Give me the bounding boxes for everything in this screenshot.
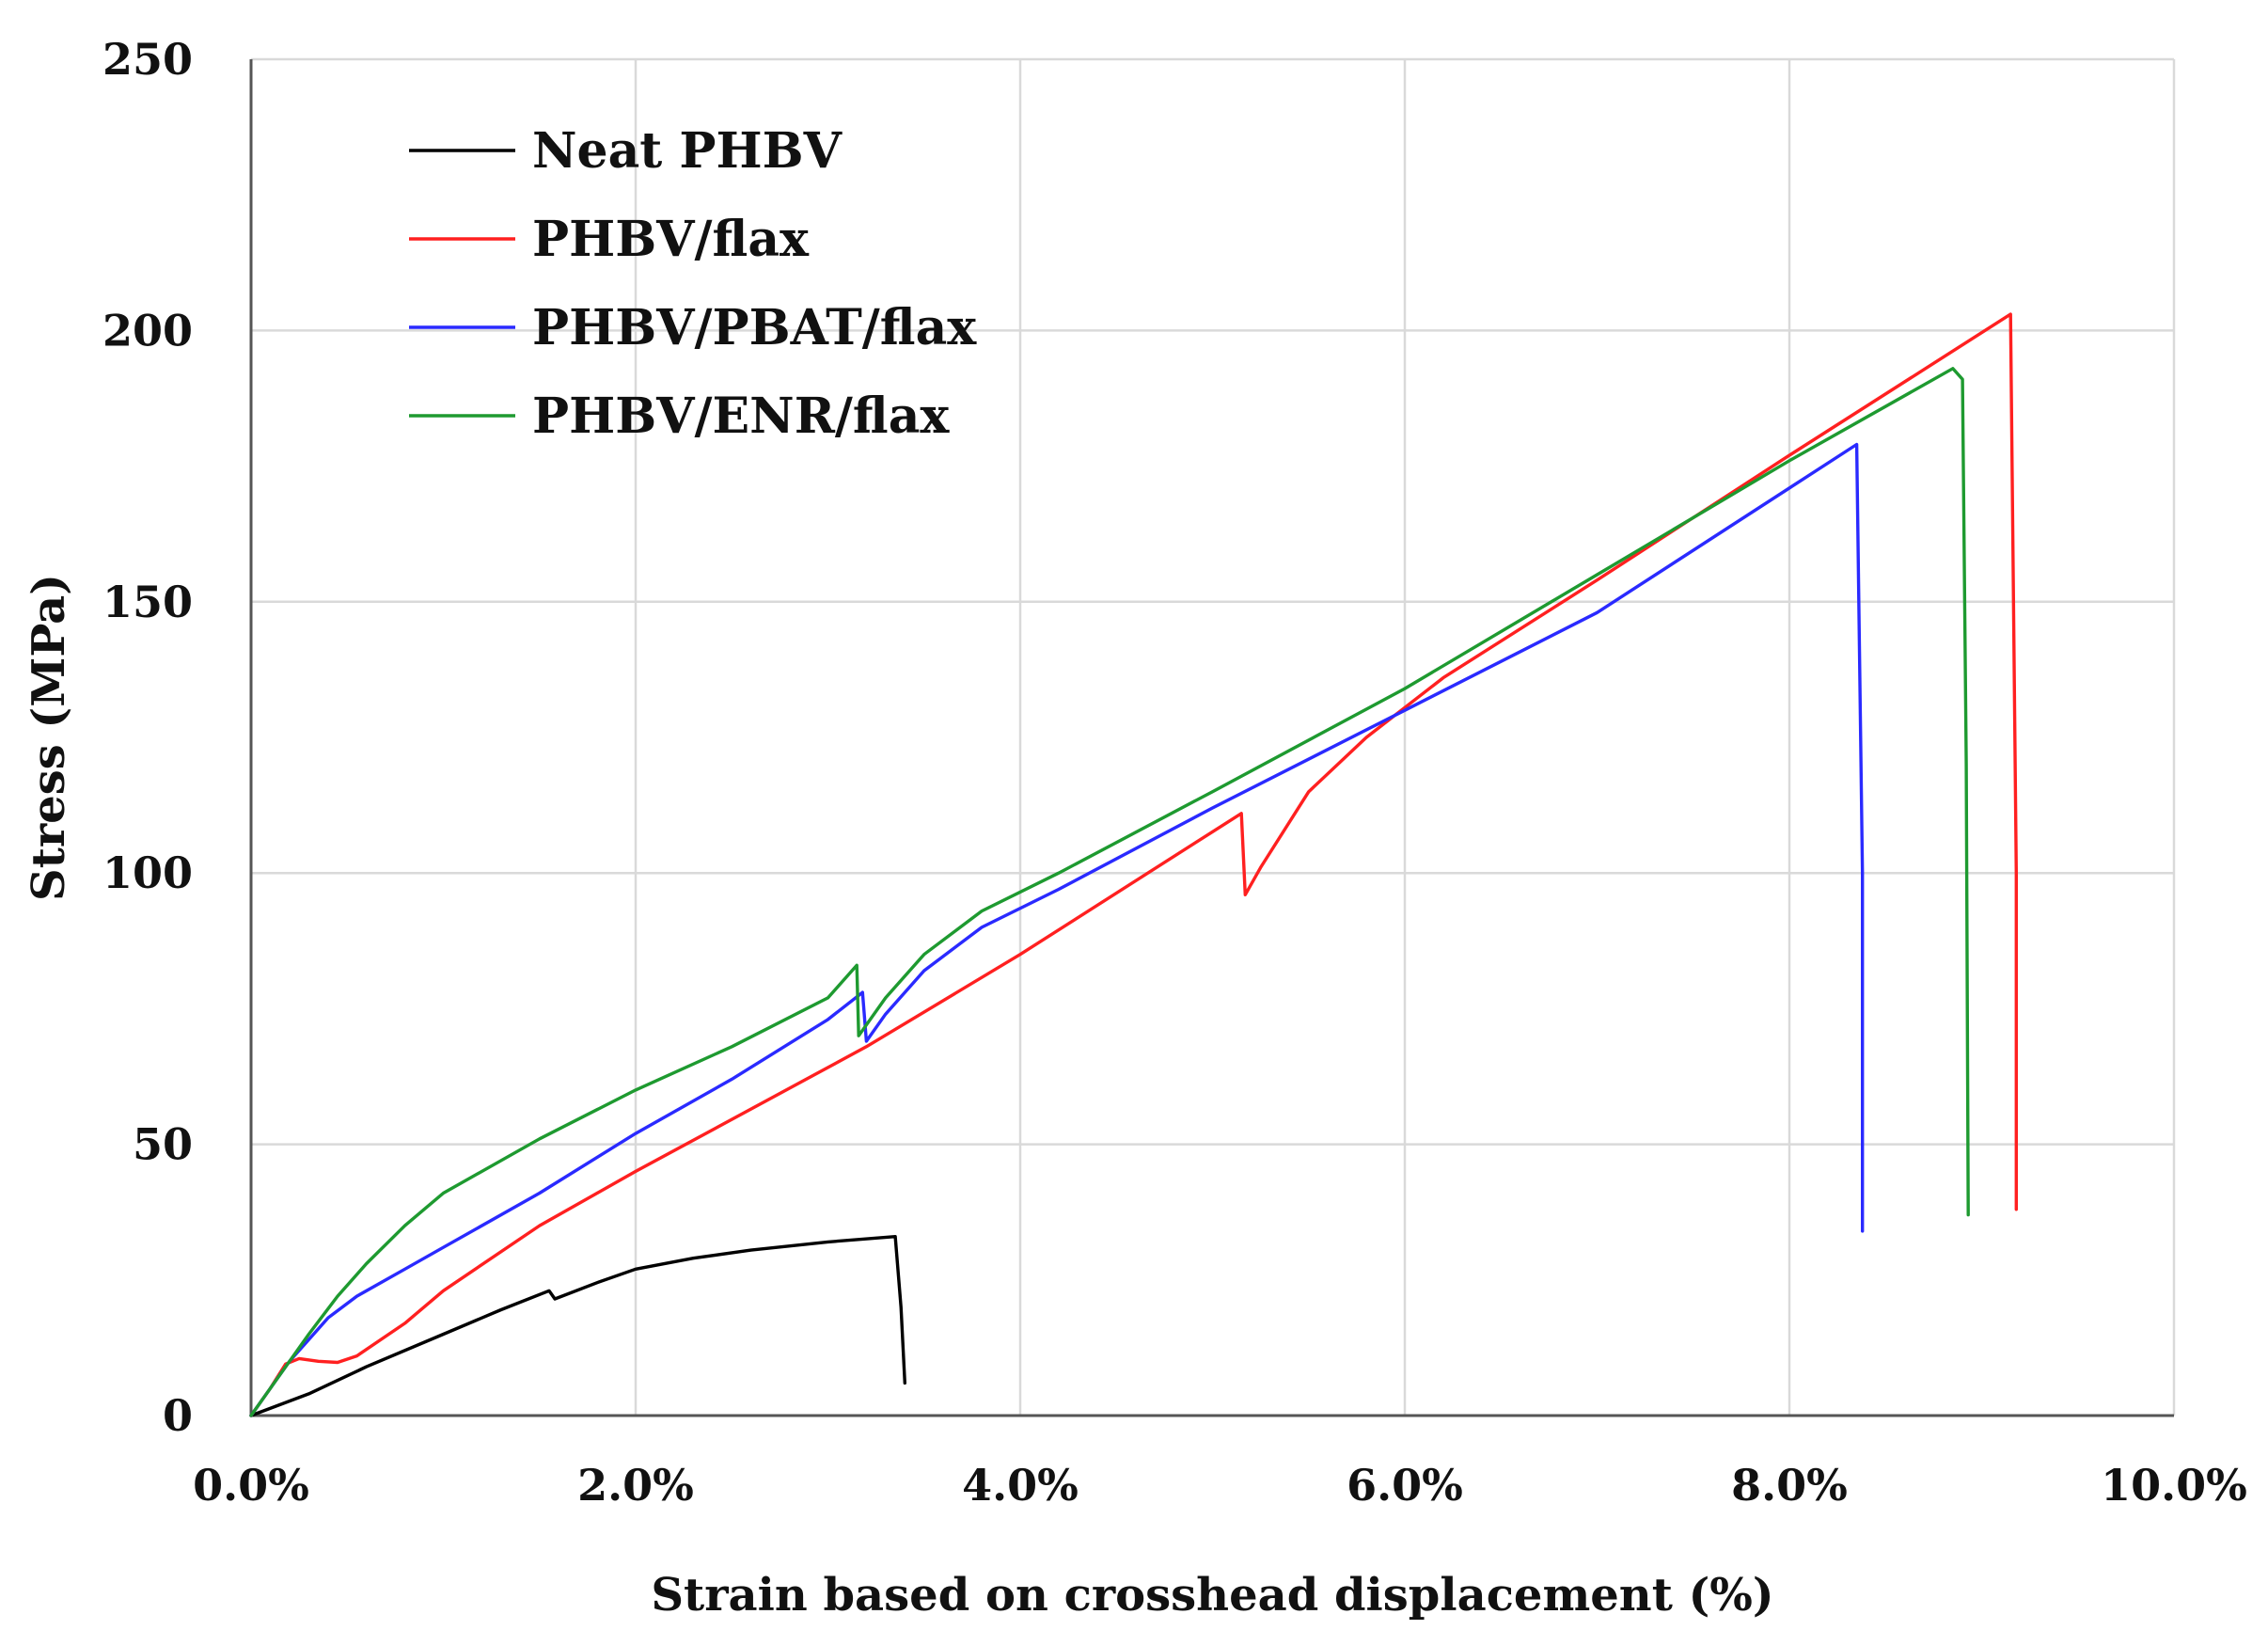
- y-axis-title: Stress (MPa): [23, 574, 75, 901]
- axes: [249, 59, 2174, 1417]
- series-line-phbv-pbat-flax: [249, 442, 1865, 1417]
- legend-entry-phbv-flax: PHBV/flax: [409, 211, 810, 268]
- tick-labels: 0 50 100 150 200 250 0.0% 2.0% 4.0% 6.0% 8.0% 10.0%: [102, 34, 2247, 1511]
- x-axis-title: Strain based on crosshead displacement (…: [651, 1569, 1773, 1622]
- legend-entry-phbv-pbat-flax: PHBV/PBAT/flax: [409, 299, 977, 356]
- legend-label: PHBV/ENR/flax: [532, 388, 950, 445]
- y-tick-label: 50: [133, 1119, 193, 1170]
- legend: Neat PHBV PHBV/flax PHBV/PBAT/flax PHBV/ENR…: [409, 122, 977, 445]
- y-tick-label: 250: [102, 34, 193, 85]
- grid-lines: [251, 57, 2176, 1416]
- legend-label: PHBV/flax: [532, 211, 810, 268]
- series-line-phbv-enr-flax: [249, 367, 1970, 1417]
- legend-label: Neat PHBV: [532, 122, 843, 180]
- x-tick-label: 2.0%: [577, 1460, 694, 1511]
- x-tick-label: 8.0%: [1731, 1460, 1848, 1511]
- x-tick-label: 0.0%: [193, 1460, 309, 1511]
- series-lines: [249, 312, 2019, 1417]
- legend-entry-phbv-enr-flax: PHBV/ENR/flax: [409, 388, 950, 445]
- y-tick-label: 0: [163, 1390, 193, 1441]
- y-tick-label: 150: [102, 577, 193, 627]
- legend-label: PHBV/PBAT/flax: [532, 299, 977, 356]
- x-tick-label: 10.0%: [2101, 1460, 2247, 1511]
- x-tick-label: 6.0%: [1347, 1460, 1463, 1511]
- series-line-phbv-flax: [249, 312, 2019, 1417]
- y-tick-label: 100: [102, 847, 193, 898]
- legend-entry-neat-phbv: Neat PHBV: [409, 122, 843, 180]
- y-tick-label: 200: [102, 305, 193, 356]
- series-line-neat-phbv: [249, 1234, 906, 1417]
- x-tick-label: 4.0%: [962, 1460, 1079, 1511]
